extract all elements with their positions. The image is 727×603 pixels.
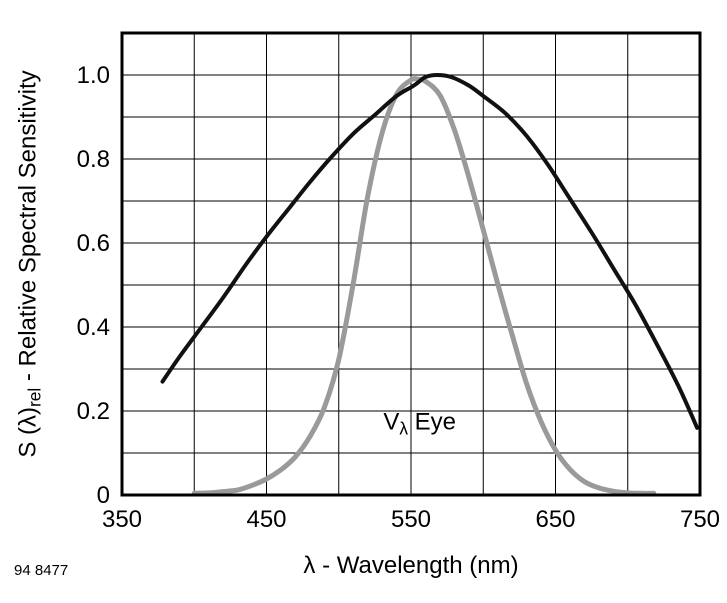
y-tick-label: 1.0 bbox=[77, 62, 110, 89]
x-tick-label: 350 bbox=[102, 506, 142, 533]
x-tick-label: 550 bbox=[391, 506, 431, 533]
plot-frame bbox=[120, 31, 702, 497]
figure-number: 94 8477 bbox=[14, 562, 69, 579]
y-tick-label: 0 bbox=[97, 482, 110, 509]
annotation-pre: V bbox=[383, 408, 400, 436]
x-tick-label: 750 bbox=[680, 506, 720, 533]
y-tick-label: 0.8 bbox=[77, 146, 110, 173]
y-tick-label: 0.2 bbox=[77, 398, 110, 425]
eye-curve-annotation: Vλ Eye bbox=[383, 408, 456, 439]
y-axis-label-sub: rel bbox=[24, 387, 45, 407]
annotation-post: Eye bbox=[407, 408, 456, 436]
annotation-sub: λ bbox=[399, 418, 408, 439]
curve-photodetector-relative-spectral-sensitivity bbox=[160, 73, 700, 430]
x-tick-label: 650 bbox=[535, 506, 575, 533]
y-axis-label-post: - Relative Spectral Sensitivity bbox=[14, 70, 42, 388]
y-axis-label-pre: S (λ) bbox=[14, 406, 42, 458]
x-tick-label: 450 bbox=[246, 506, 286, 533]
y-axis-label: S (λ)rel - Relative Spectral Sensitivity bbox=[15, 70, 46, 457]
x-axis-label: λ - Wavelength (nm) bbox=[303, 552, 519, 579]
y-tick-label: 0.6 bbox=[77, 230, 110, 257]
y-tick-label: 0.4 bbox=[77, 314, 110, 341]
